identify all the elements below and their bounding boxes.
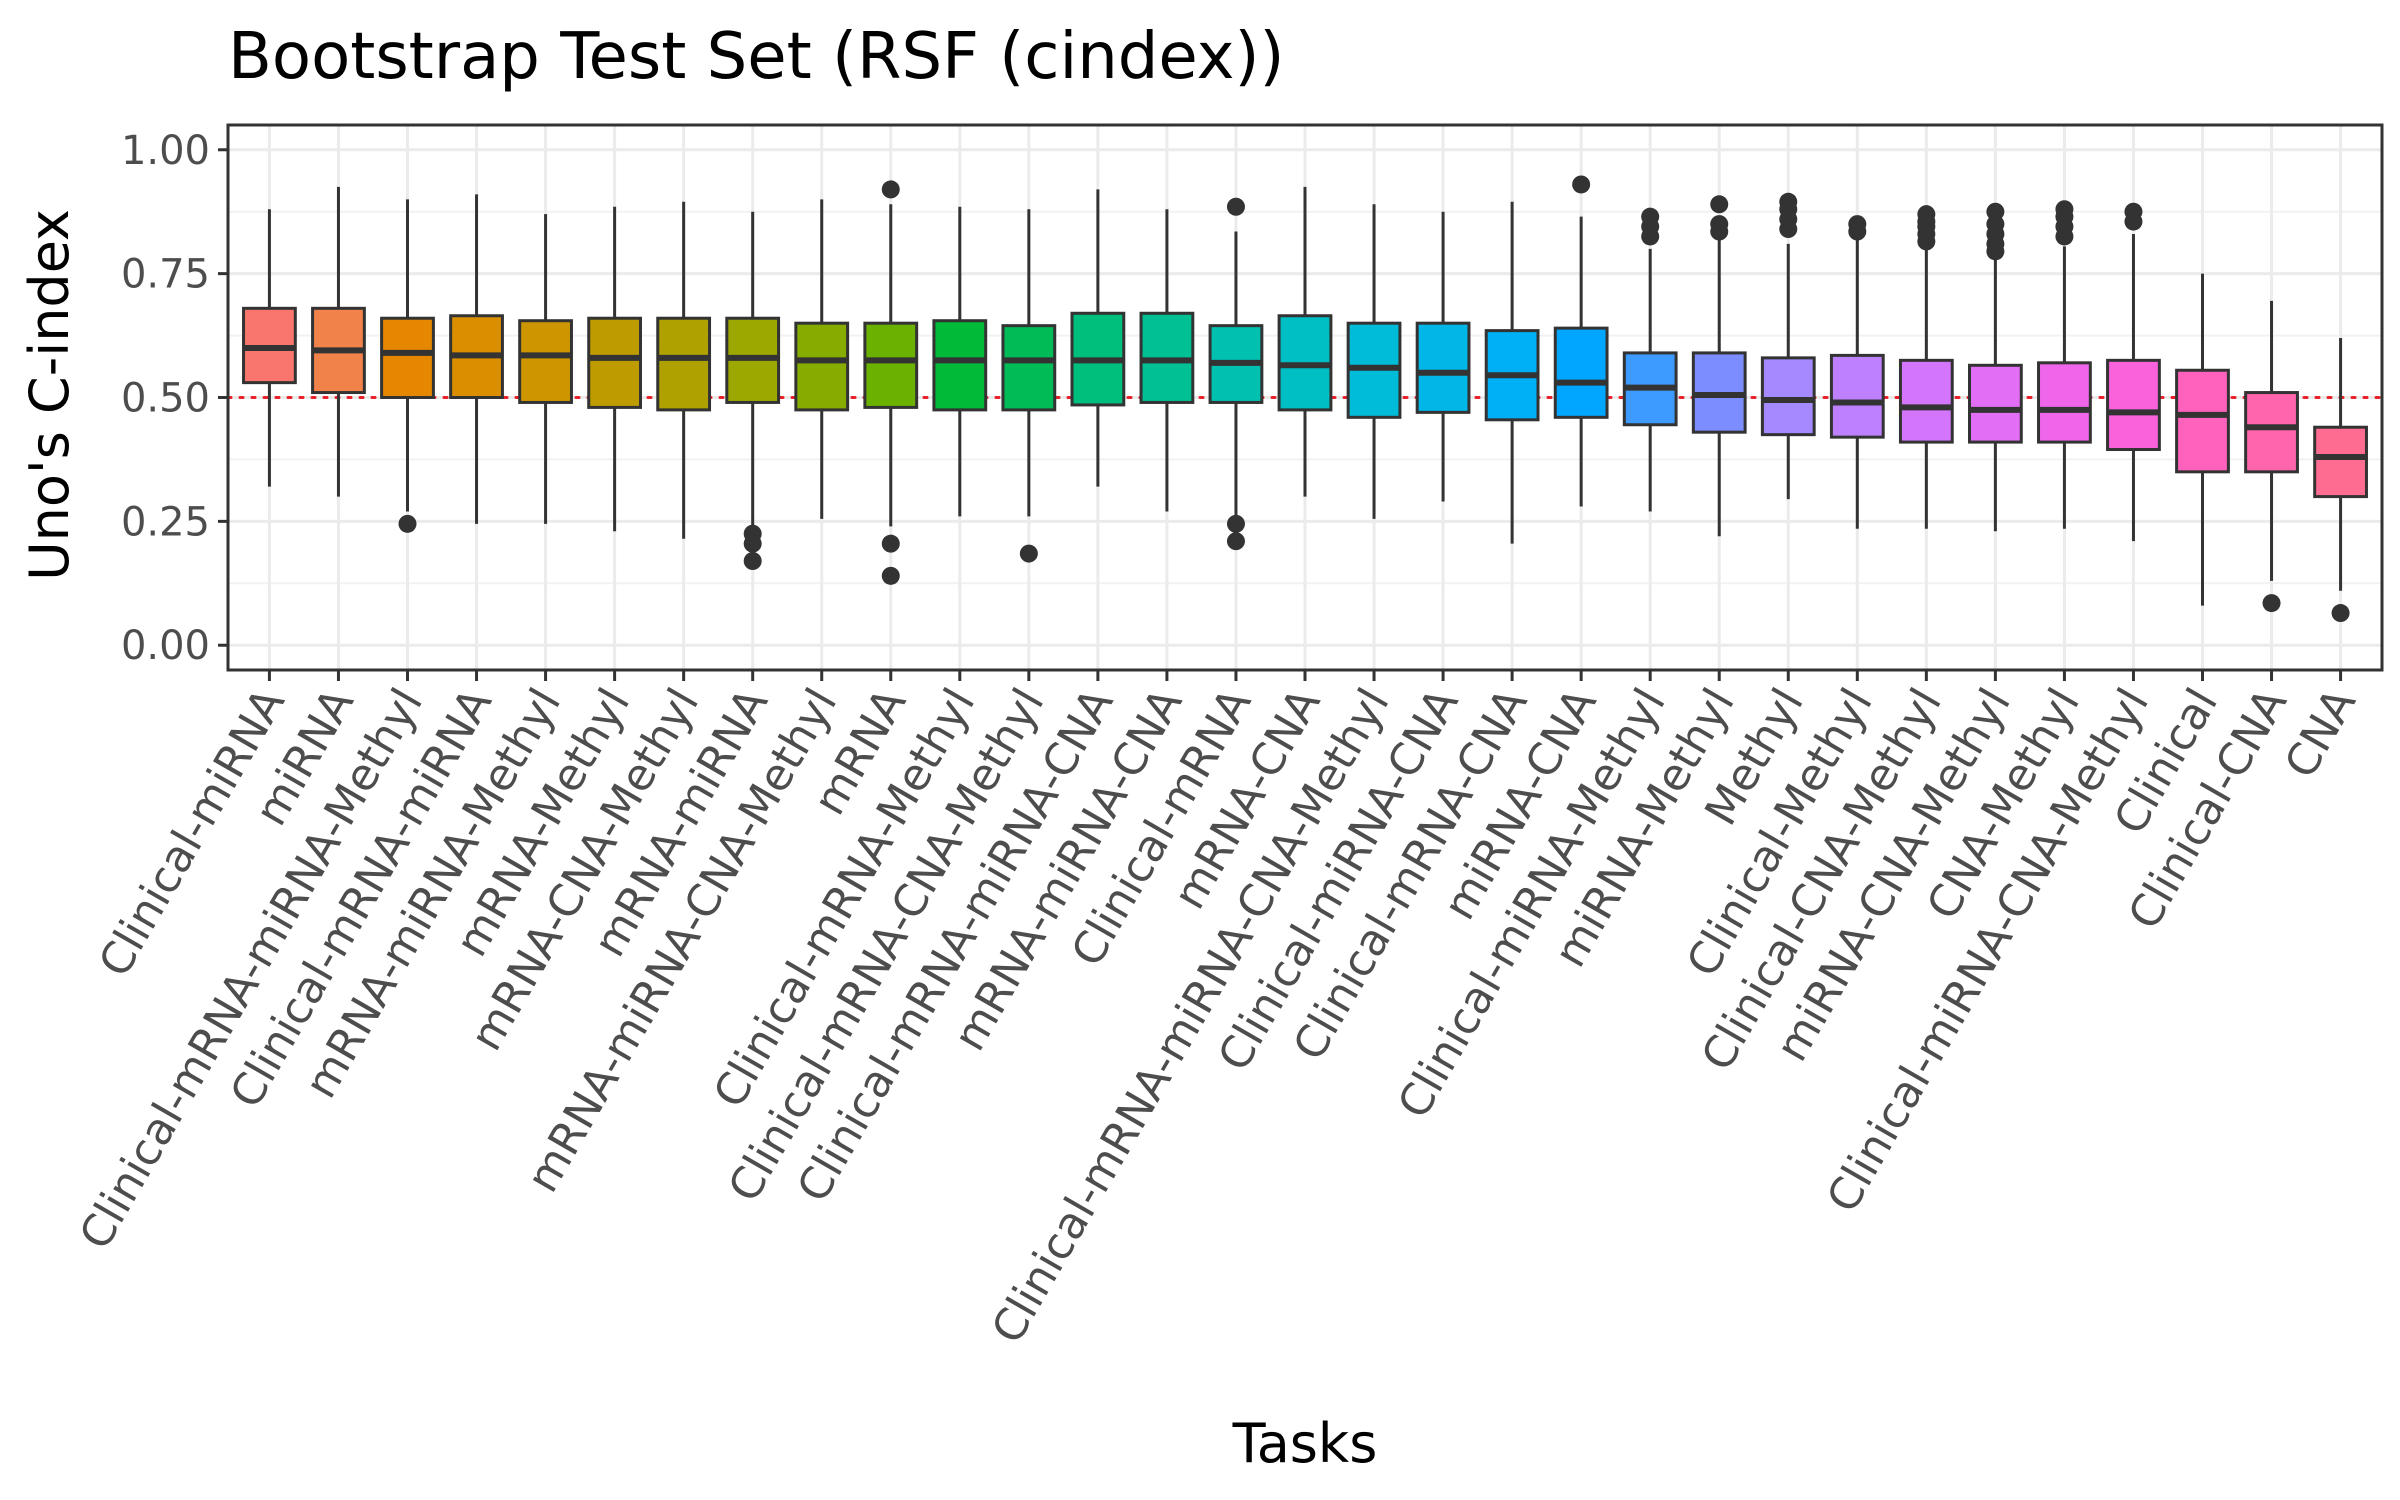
box-group [1139,209,1195,512]
box-body [2106,358,2161,452]
box-group [1898,205,1954,529]
outlier-point [1710,195,1729,214]
outlier-point [1986,242,2005,261]
box-group [242,209,297,487]
box-body [2037,361,2092,444]
box-body [932,319,988,412]
box-group [2175,273,2230,606]
outlier-point [881,534,900,553]
outlier-point [1779,220,1798,239]
box-body [1553,326,1609,419]
box-group [1346,204,1402,519]
box-layer [242,175,2368,623]
box-body [794,321,850,412]
outlier-point [1986,202,2005,221]
x-axis-title: Tasks [1232,1412,1378,1475]
box-group [725,211,781,570]
box-group [1553,175,1609,507]
box-body [1829,353,1885,439]
box-group [1277,186,1333,497]
box-group [1691,195,1747,537]
y-axis-title: Uno's C-index [18,209,81,581]
box-body [2313,425,2368,499]
box-body [2175,368,2230,474]
box-group [518,214,573,524]
box-group [932,206,988,517]
box-body [1967,363,2023,444]
box-group [656,201,712,539]
box-body [1415,321,1471,414]
y-tick-label: 1.00 [121,128,210,174]
box-body [518,319,573,404]
chart-title: Bootstrap Test Set (RSF (cindex)) [228,20,1284,94]
outlier-point [2055,227,2074,246]
box-body [863,321,919,409]
box-group [587,206,643,532]
box-group [311,186,366,497]
outlier-point [1226,514,1245,533]
outlier-point [881,180,900,199]
box-body [1760,356,1816,437]
box-group [1967,202,2023,532]
outlier-point [743,534,762,553]
box-group [1484,201,1540,544]
outlier-point [2331,604,2350,623]
y-tick-label: 0.25 [121,499,210,545]
box-group [1001,209,1057,563]
box-group [863,180,919,585]
box-group [2037,200,2092,529]
box-group [1622,207,1678,512]
box-group [2244,300,2299,613]
y-tick-label: 0.75 [121,252,210,298]
outlier-point [398,514,417,533]
box-group [380,199,435,533]
outlier-point [1226,532,1245,551]
box-body [587,316,643,409]
box-group [1829,215,1885,529]
box-group [449,194,504,524]
box-group [1760,192,1816,500]
outlier-point [2124,212,2143,231]
box-body [1001,324,1057,412]
outlier-point [1572,175,1591,194]
y-tick-label: 0.50 [121,376,210,422]
outlier-point [1917,232,1936,251]
outlier-point [743,552,762,570]
y-tick-label: 0.00 [121,623,210,669]
box-group [794,199,850,519]
outlier-point [1710,222,1729,241]
outlier-point [1226,197,1245,216]
box-group [1415,211,1471,502]
box-body [380,316,435,399]
outlier-point [1848,222,1867,241]
box-group [2313,338,2368,623]
box-group [2106,202,2161,542]
box-body [656,316,712,412]
outlier-point [2262,594,2281,613]
box-group [1208,197,1264,551]
outlier-point [1641,227,1660,246]
outlier-point [881,566,900,585]
outlier-point [1019,544,1038,563]
box-body [1898,358,1954,444]
box-body [2244,391,2299,474]
axis-layer [218,123,2384,681]
box-group [1070,189,1126,487]
